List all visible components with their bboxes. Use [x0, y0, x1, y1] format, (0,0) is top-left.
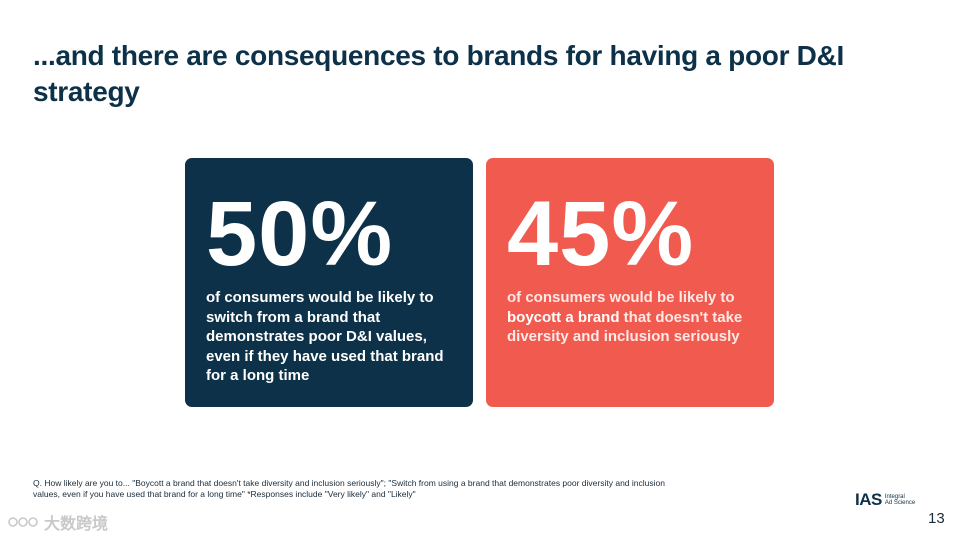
desc-text: that doesn't take diversity and inclusio… [507, 308, 743, 346]
stat-value: 50% [206, 183, 394, 285]
watermark-text: 大数跨境 [44, 516, 109, 533]
stat-description: of consumers would be likely to boycott … [507, 288, 754, 347]
logo-line-1: Integral [884, 493, 905, 500]
logo-subtext: Integral Ad Science [885, 494, 915, 507]
stat-card-boycott: 45% of consumers would be likely to boyc… [486, 158, 774, 407]
logo-wordmark: IAS [855, 490, 882, 509]
desc-highlight: boycott a brand [507, 308, 620, 326]
footnote: Q. How likely are you to... "Boycott a b… [33, 478, 665, 499]
desc-text: of consumers would be likely to [206, 289, 434, 306]
desc-highlight: switch from a brand [206, 308, 349, 326]
watermark: 大数跨境 [8, 510, 108, 534]
logo-line-2: Ad Science [884, 500, 916, 506]
stat-description: of consumers would be likely to switch f… [206, 288, 453, 386]
ias-logo: IAS Integral Ad Science [855, 490, 915, 510]
slide-title: ...and there are consequences to brands … [33, 40, 844, 107]
page-number: 13 [928, 510, 945, 527]
brand-watermark-icon [8, 517, 38, 527]
desc-text: that demonstrates poor D&I values, even … [206, 308, 444, 385]
desc-text: of consumers would be likely to [507, 289, 735, 306]
stat-card-switch: 50% of consumers would be likely to swit… [185, 158, 473, 407]
stat-value: 45% [507, 183, 695, 285]
